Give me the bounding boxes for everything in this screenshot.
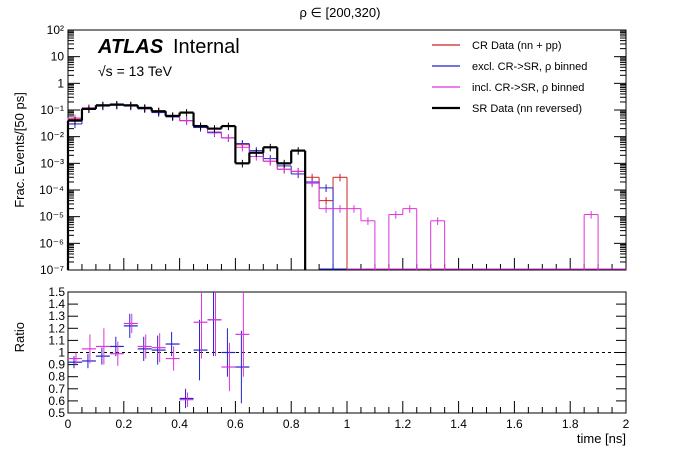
main-y-tick-label: 10⁻¹ — [40, 103, 64, 117]
ratio-x-tick-label: 2 — [623, 417, 630, 431]
main-axis-ticks: 10⁻⁷ 10⁻⁶ 10⁻⁵ 10⁻⁴ 10⁻³ 10⁻² 10⁻¹ 1 10 10² — [39, 23, 627, 277]
chart-title: ρ ∈ [200,320) — [300, 5, 381, 20]
main-y-tick-label: 10⁻² — [40, 130, 64, 144]
x-axis-label: time [ns] — [577, 431, 626, 446]
ratio-axis-ticks: 0 0.2 0.4 0.6 0.8 1 1.2 1.4 1.6 1.8 20.50.60.70.80… — [48, 285, 629, 431]
main-y-tick-label: 10⁻⁵ — [39, 210, 64, 224]
main-y-tick-label: 10⁻⁴ — [39, 183, 64, 197]
ratio-y-tick-label: 1.4 — [48, 297, 65, 311]
main-y-tick-label: 1 — [57, 76, 64, 90]
legend-label-excl: excl. CR->SR, ρ binned — [472, 61, 587, 73]
ratio-x-tick-label: 1.6 — [506, 417, 523, 431]
ratio-x-tick-label: 0.6 — [227, 417, 244, 431]
ratio-x-tick-label: 1.4 — [450, 417, 467, 431]
main-histograms — [66, 101, 626, 270]
ratio-y-tick-label: 0.6 — [48, 394, 65, 408]
ratio-series-excl — [68, 292, 250, 409]
ratio-points — [68, 292, 250, 409]
ratio-y-tick-label: 0.5 — [48, 406, 65, 420]
main-y-tick-label: 10⁻⁶ — [39, 236, 64, 250]
ratio-x-tick-label: 0.8 — [283, 417, 300, 431]
ratio-y-axis-label: Ratio — [12, 322, 27, 352]
ratio-y-tick-label: 1 — [58, 346, 65, 360]
ratio-y-tick-label: 0.7 — [48, 382, 65, 396]
main-y-axis-label: Frac. Events/[50 ps] — [12, 92, 27, 208]
atlas-sub-label: Internal — [173, 36, 240, 58]
main-y-tick-label: 10² — [47, 23, 64, 37]
ratio-y-tick-label: 1.1 — [48, 333, 65, 347]
ratio-x-tick-label: 1.8 — [562, 417, 579, 431]
ratio-y-tick-label: 1.5 — [48, 285, 65, 299]
ratio-x-tick-label: 0 — [65, 417, 72, 431]
main-y-tick-label: 10⁻⁷ — [40, 263, 64, 277]
ratio-y-tick-label: 1.3 — [48, 309, 65, 323]
legend-label-incl: incl. CR->SR, ρ binned — [472, 82, 584, 94]
ratio-x-tick-label: 1 — [344, 417, 351, 431]
legend-label-sr: SR Data (nn reversed) — [472, 103, 582, 115]
ratio-series-incl — [68, 292, 250, 407]
legend: CR Data (nn + pp) excl. CR->SR, ρ binned… — [432, 40, 587, 115]
ratio-y-tick-label: 0.8 — [48, 370, 65, 384]
ratio-x-tick-label: 0.4 — [171, 417, 188, 431]
legend-label-cr: CR Data (nn + pp) — [472, 40, 562, 52]
energy-label: √s = 13 TeV — [98, 63, 173, 79]
main-y-tick-label: 10⁻³ — [40, 156, 64, 170]
series-sr-data — [66, 101, 307, 270]
ratio-x-tick-label: 0.2 — [115, 417, 132, 431]
ratio-x-tick-label: 1.2 — [394, 417, 411, 431]
ratio-y-tick-label: 0.9 — [48, 358, 65, 372]
ratio-y-tick-label: 1.2 — [48, 321, 65, 335]
atlas-label: ATLAS — [97, 36, 164, 58]
main-y-tick-label: 10 — [51, 50, 65, 64]
